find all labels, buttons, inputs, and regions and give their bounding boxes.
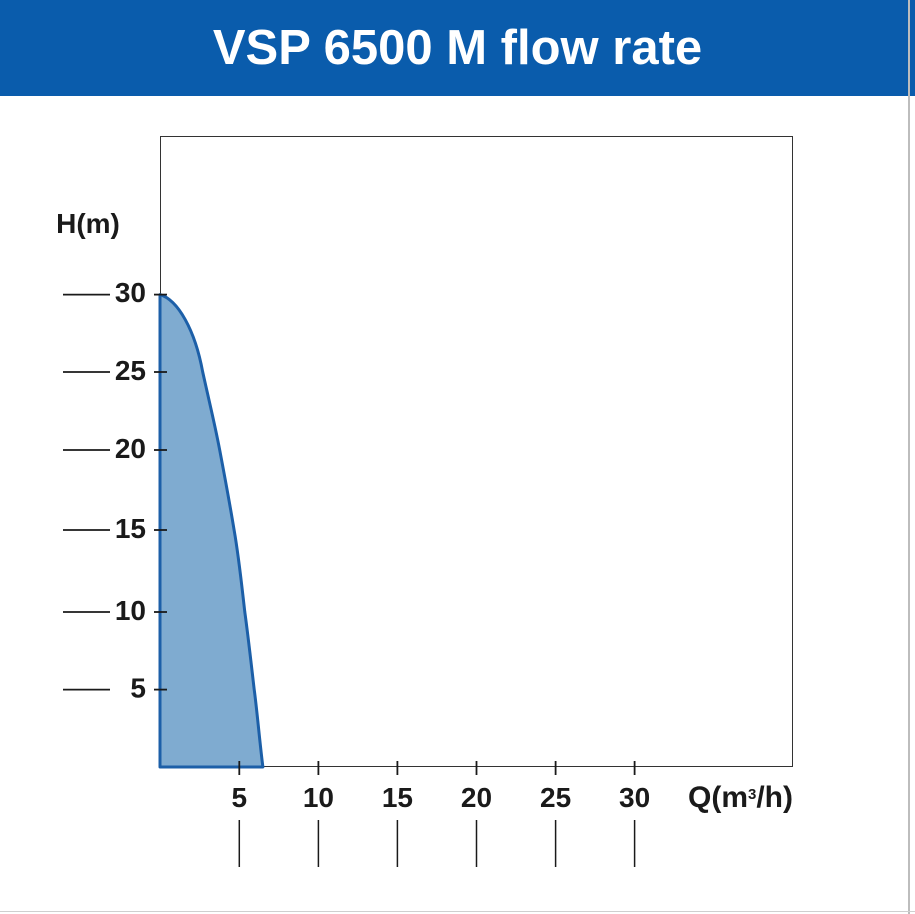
svg-text:25: 25 (115, 355, 146, 386)
svg-text:15: 15 (382, 782, 413, 813)
svg-text:20: 20 (115, 433, 146, 464)
svg-text:H(m): H(m) (56, 208, 120, 239)
svg-text:10: 10 (115, 595, 146, 626)
svg-text:25: 25 (540, 782, 571, 813)
svg-text:5: 5 (130, 673, 146, 704)
svg-text:15: 15 (115, 513, 146, 544)
svg-text:30: 30 (619, 782, 650, 813)
svg-text:5: 5 (232, 782, 248, 813)
svg-text:20: 20 (461, 782, 492, 813)
svg-text:10: 10 (303, 782, 334, 813)
svg-text:Q(m3/h): Q(m3/h) (688, 781, 793, 814)
svg-text:30: 30 (115, 277, 146, 308)
